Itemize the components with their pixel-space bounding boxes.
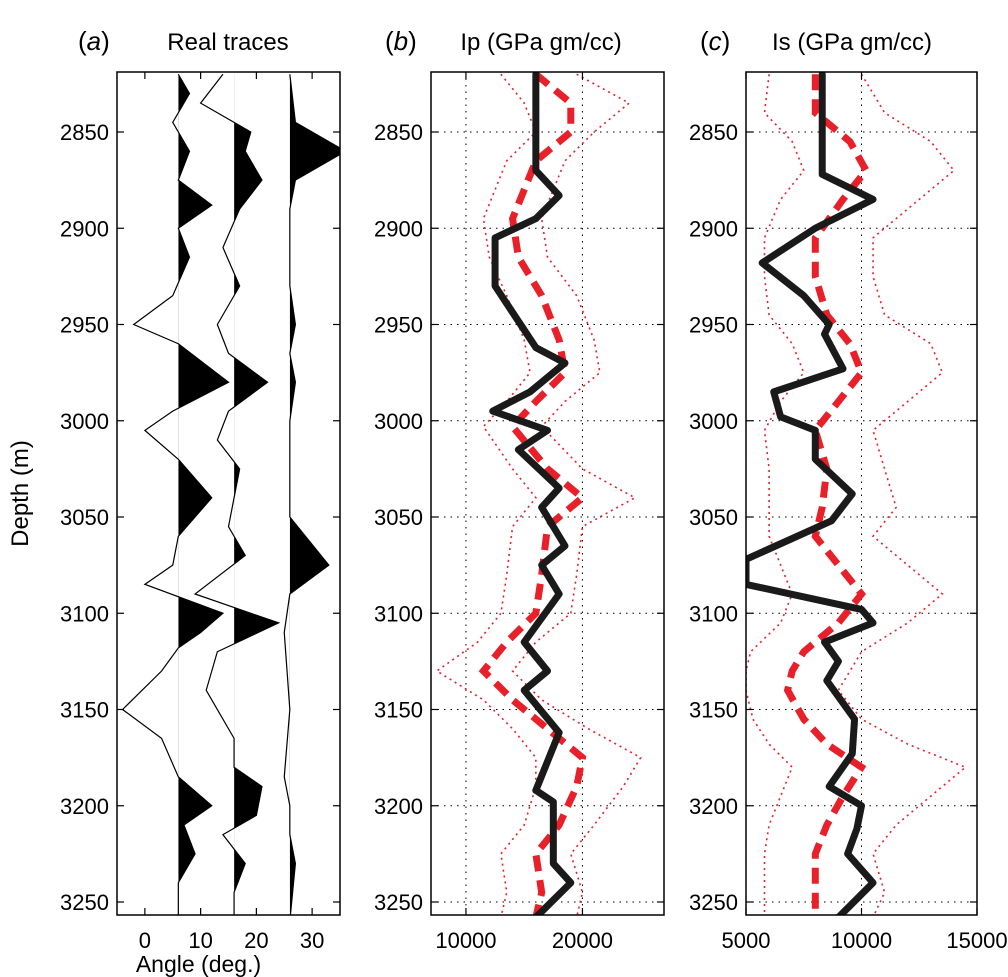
y-tick-label: 3100 (689, 601, 738, 626)
y-tick-label: 2850 (60, 120, 109, 145)
panel-a: 2850 2900 2950 3000 3050 3100 3150 3200 3250 0 10 2… (7, 26, 341, 977)
panel-label: (a) (78, 26, 110, 56)
axes-box (430, 71, 665, 916)
series-thick-black-1 (746, 72, 877, 915)
x-tick-label: 10000 (831, 928, 892, 953)
trace-line-3 (283, 74, 340, 915)
y-tick-label: 3050 (60, 505, 109, 530)
plot-area (121, 73, 340, 915)
y-tick-label: 3150 (374, 698, 423, 723)
panel-b: 2850 2900 2950 3000 3050 3100 3150 3200 3250 1000… (374, 26, 665, 953)
panel-c: 2850 2900 2950 3000 3050 3100 3150 3200 3250 5000… (689, 26, 1008, 953)
trace-fill-3 (289, 74, 340, 915)
series-dotted-red-3 (511, 73, 642, 915)
x-tick-label: 10000 (435, 928, 496, 953)
series-dotted-red-3 (837, 73, 967, 915)
x-tick-label: 20 (244, 928, 268, 953)
y-tick-label: 3200 (689, 794, 738, 819)
x-tick-label: 10 (188, 928, 212, 953)
y-tick-label: 3200 (60, 794, 109, 819)
y-axis-label: Depth (m) (7, 440, 34, 547)
x-tick-label: 15000 (946, 928, 1007, 953)
x-tick-label: 5000 (722, 928, 771, 953)
plot-area (746, 72, 967, 915)
y-tick-label: 3000 (689, 409, 738, 434)
trace-fill-1 (178, 74, 229, 915)
y-tick-label: 2850 (374, 120, 423, 145)
panel-title: Ip (GPa gm/cc) (460, 29, 621, 56)
plot-area (435, 72, 642, 915)
y-tick-label: 2950 (60, 313, 109, 338)
panel-title: Real traces (167, 29, 288, 56)
series-thick-black-1 (489, 72, 575, 915)
y-tick-label: 3100 (60, 601, 109, 626)
y-tick-label: 3000 (60, 409, 109, 434)
series-dashed-red-2 (478, 72, 588, 915)
axes-box (745, 71, 978, 916)
y-tick-label: 3100 (374, 601, 423, 626)
trace-line-2 (193, 73, 281, 915)
y-tick-label: 3050 (374, 505, 423, 530)
y-tick-label: 2900 (689, 216, 738, 241)
x-axis-label: Angle (deg.) (136, 951, 261, 977)
y-tick-label: 2950 (374, 313, 423, 338)
y-tick-label: 3250 (60, 890, 109, 915)
x-tick-label: 0 (139, 928, 151, 953)
x-tick-label: 30 (300, 928, 324, 953)
y-tick-label: 3000 (374, 409, 423, 434)
y-tick-label: 3250 (374, 890, 423, 915)
y-tick-label: 2850 (689, 120, 738, 145)
series-dotted-red-4 (746, 74, 805, 915)
series-dotted-red-4 (435, 73, 537, 915)
panel-label: (c) (700, 26, 730, 56)
y-tick-label: 3250 (689, 890, 738, 915)
panel-label: (b) (385, 26, 417, 56)
x-tick-label: 20000 (552, 928, 613, 953)
trace-fill-2 (234, 74, 279, 915)
axes-box (116, 71, 341, 916)
y-tick-label: 3200 (374, 794, 423, 819)
y-tick-label: 3150 (60, 698, 109, 723)
y-tick-label: 3050 (689, 505, 738, 530)
y-tick-label: 2900 (60, 216, 109, 241)
panel-title: Is (GPa gm/cc) (772, 29, 932, 56)
trace-line-1 (121, 73, 230, 915)
y-tick-label: 3150 (689, 698, 738, 723)
y-tick-label: 2950 (689, 313, 738, 338)
y-tick-label: 2900 (374, 216, 423, 241)
